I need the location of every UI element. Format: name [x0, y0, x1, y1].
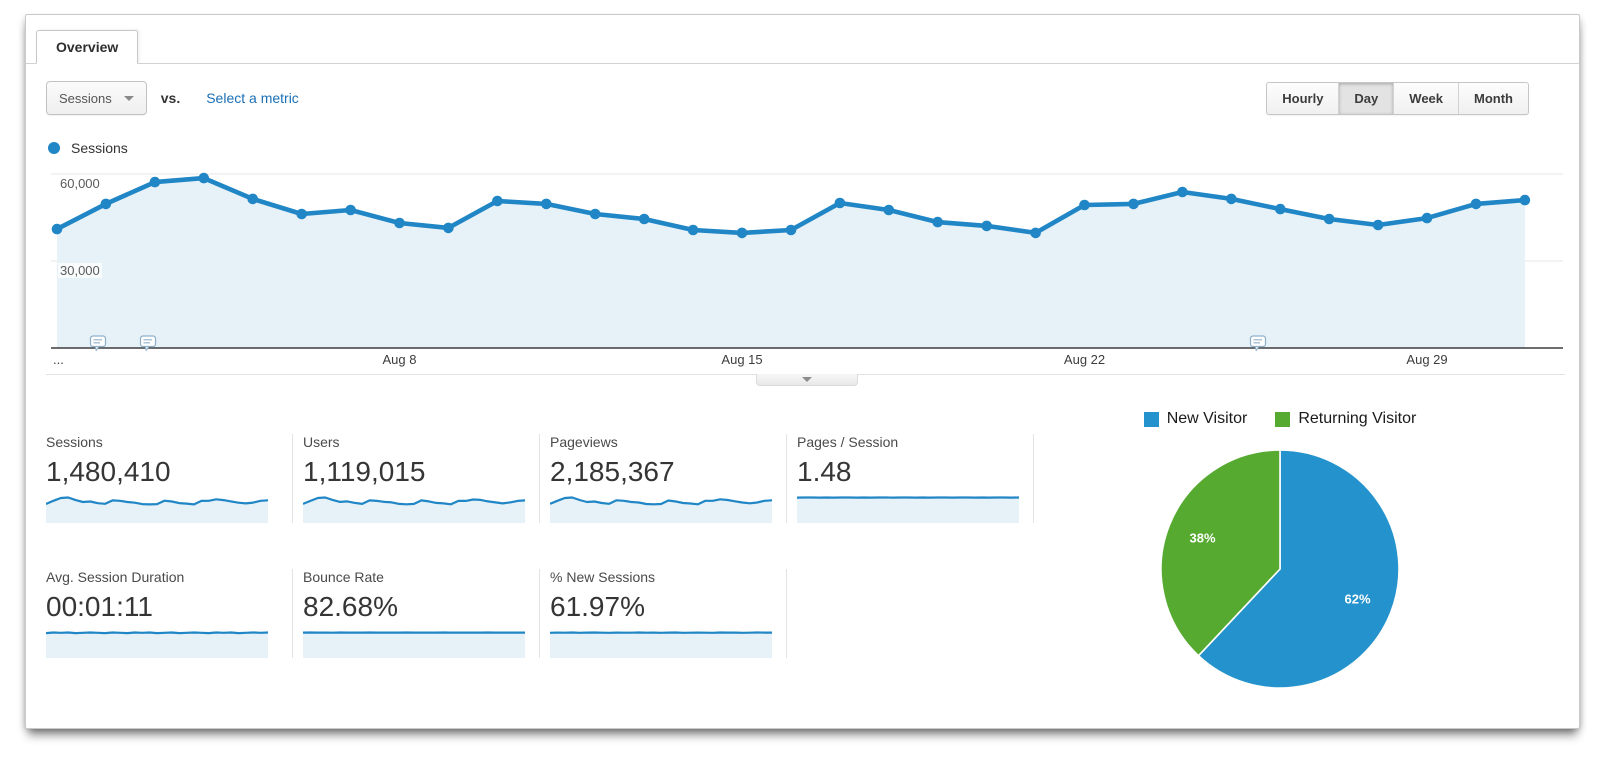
x-axis-label: Aug 22 [1063, 352, 1106, 367]
scorecard-value[interactable]: 1,480,410 [46, 456, 171, 487]
scorecard-new-sessions: % New Sessions 61.97% [540, 569, 787, 658]
metric-dropdown[interactable]: Sessions [46, 81, 147, 115]
legend-swatch-icon [1275, 411, 1291, 427]
scorecard-label: Pageviews [550, 434, 618, 450]
pie-legend-label: New Visitor [1166, 410, 1248, 427]
granularity-button-hourly[interactable]: Hourly [1282, 91, 1324, 106]
x-axis-label: Aug 29 [1406, 352, 1448, 367]
scorecard-label: Avg. Session Duration [46, 569, 185, 585]
timeline-legend-label: Sessions [71, 140, 128, 156]
tab-strip: Overview [26, 30, 1579, 64]
scorecard-label: Bounce Rate [303, 569, 384, 585]
y-axis-label: 60,000 [58, 176, 102, 191]
sparkline [46, 496, 268, 523]
scorecard-bounce-rate: Bounce Rate 82.68% [293, 569, 540, 658]
collapse-arrow-icon [801, 377, 812, 382]
sparkline [550, 631, 772, 658]
scorecard-sessions: Sessions 1,480,410 [46, 434, 293, 523]
scorecard-label: Sessions [46, 434, 103, 450]
sparkline [46, 631, 268, 658]
granularity-button-group: Hourly Day Week Month [1266, 82, 1529, 115]
scorecard-pageviews: Pageviews 2,185,367 [540, 434, 787, 523]
scorecard-users: Users 1,119,015 [293, 434, 540, 523]
pie-slice-percentage-label: 38% [1189, 530, 1215, 545]
pie-legend-item-new-visitor[interactable]: New Visitor [1143, 410, 1248, 428]
scorecard-pages-session: Pages / Session 1.48 [787, 434, 1034, 523]
scorecard-avg-session-duration: Avg. Session Duration 00:01:11 [46, 569, 293, 658]
scorecard-value[interactable]: 2,185,367 [550, 456, 675, 487]
scorecard-value[interactable]: 82.68% [303, 591, 398, 622]
tab-overview[interactable]: Overview [36, 30, 139, 64]
x-axis-label: Aug 8 [382, 352, 417, 367]
chart-collapse-bar [46, 374, 1565, 386]
scorecard-value[interactable]: 1,119,015 [303, 456, 426, 487]
granularity-button-day[interactable]: Day [1338, 83, 1394, 114]
annotation-icon[interactable] [139, 334, 157, 357]
sparkline [797, 496, 1019, 523]
pie-slice-new-visitor [1197, 449, 1400, 689]
legend-swatch-icon [1143, 411, 1159, 427]
pie-legend-item-returning-visitor[interactable]: Returning Visitor [1275, 410, 1416, 428]
metric-controls: Sessions vs. Select a metric [46, 81, 1529, 115]
scorecard-value[interactable]: 1.48 [797, 456, 852, 487]
chevron-down-icon [123, 95, 134, 101]
sparkline [303, 496, 525, 523]
collapse-chart-button[interactable] [755, 374, 858, 386]
select-a-metric-link[interactable]: Select a metric [206, 90, 299, 106]
pie-slice-returning-visitor [1160, 449, 1281, 657]
visitor-type-pie-chart[interactable]: 62% 38% [1159, 448, 1401, 690]
granularity-button-month[interactable]: Month [1458, 83, 1528, 114]
pie-slice-percentage-label: 62% [1344, 592, 1370, 607]
scorecard-label: % New Sessions [550, 569, 656, 585]
x-axis-label: Aug 15 [721, 352, 763, 367]
pie-plot[interactable]: 62% 38% [1159, 448, 1401, 690]
sessions-timeline-chart[interactable]: 60,000 30,000... Aug 8 Aug 15 Aug 22 Aug 29 [51, 161, 1563, 377]
scorecard-value[interactable]: 61.97% [550, 591, 645, 622]
timeline-plot[interactable] [51, 161, 1563, 361]
scorecard-value[interactable]: 00:01:11 [46, 591, 153, 622]
scorecard-label: Users [303, 434, 340, 450]
scorecard-row: Sessions 1,480,410 Users 1,119,015 Pageviews… [46, 434, 1050, 523]
x-axis-label: ... [53, 352, 64, 367]
sparkline [550, 496, 772, 523]
scorecard-row: Avg. Session Duration 00:01:11 Bounce Rate… [46, 569, 1050, 658]
granularity-button-week[interactable]: Week [1393, 83, 1458, 114]
annotation-icon[interactable] [1249, 334, 1267, 357]
pie-legend-label: Returning Visitor [1298, 410, 1417, 427]
chart-toolbar: Sessions vs. Select a metric Hourly Day We… [46, 81, 1529, 115]
metric-dropdown-value: Sessions [59, 90, 112, 106]
vs-label: vs. [160, 90, 181, 106]
y-axis-label: 30,000 [58, 263, 102, 278]
scorecard-label: Pages / Session [797, 434, 899, 450]
sessions-legend-dot-icon [48, 142, 60, 154]
pie-legend: New Visitor Returning Visitor [1040, 410, 1520, 428]
scorecard-grid: Sessions 1,480,410 Users 1,119,015 Pageviews… [46, 434, 1050, 658]
report-panel: Overview Sessions vs. Select a metric Ho… [25, 14, 1580, 729]
sparkline [303, 631, 525, 658]
timeline-legend: Sessions [48, 140, 128, 156]
annotation-icon[interactable] [89, 334, 107, 357]
